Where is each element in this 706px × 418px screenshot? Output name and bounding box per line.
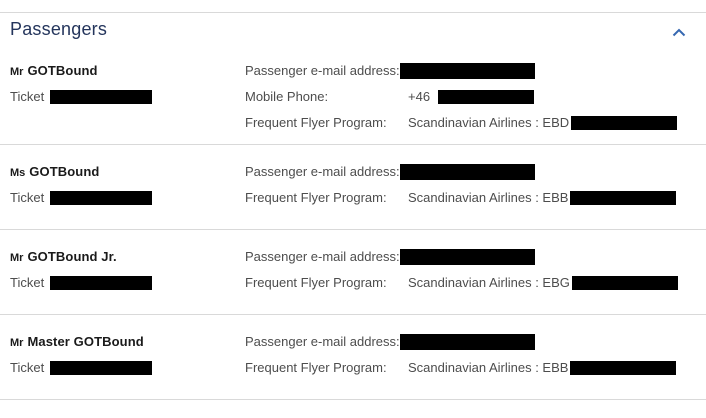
frequent-flyer-value-row: Scandinavian Airlines : EBB <box>400 355 706 381</box>
email-value-row <box>400 244 706 270</box>
frequent-flyer-value: Scandinavian Airlines : EBB <box>408 190 569 205</box>
frequent-flyer-redaction <box>571 275 678 290</box>
ticket-label: Ticket <box>10 360 45 375</box>
passenger-left-column: Mr GOTBound Jr. Ticket <box>10 244 245 296</box>
ticket-label: Ticket <box>10 190 45 205</box>
passenger-title: Mr <box>10 337 24 349</box>
email-value-row <box>400 329 706 355</box>
passenger-labels-column: Passenger e-mail address: Frequent Flyer… <box>245 159 400 211</box>
frequent-flyer-label: Frequent Flyer Program: <box>245 190 387 205</box>
mobile-phone-value-row: +46 <box>400 84 706 110</box>
frequent-flyer-value-row: Scandinavian Airlines : EBD <box>400 110 706 136</box>
passenger-labels-column: Passenger e-mail address: Mobile Phone: … <box>245 58 400 136</box>
frequent-flyer-label: Frequent Flyer Program: <box>245 115 387 130</box>
ticket-label: Ticket <box>10 275 45 290</box>
ticket-label: Ticket <box>10 89 45 104</box>
passenger-name-text: GOTBound <box>29 164 100 179</box>
email-label: Passenger e-mail address: <box>245 249 400 264</box>
passenger-block: Mr GOTBound Ticket Passenger e-mail addre… <box>0 45 706 145</box>
ticket-number-redaction <box>50 190 153 205</box>
passenger-name-text: Master GOTBound <box>27 334 144 349</box>
passenger-name: Mr Master GOTBound <box>10 329 245 355</box>
passengers-section: Passengers Mr GOTBound Ticket Passenger e… <box>0 12 706 400</box>
passenger-left-column: Mr GOTBound Ticket <box>10 58 245 136</box>
email-redaction <box>400 62 535 79</box>
passenger-left-column: Ms GOTBound Ticket <box>10 159 245 211</box>
phone-number-redaction <box>438 89 535 104</box>
passenger-values-column: Scandinavian Airlines : EBG <box>400 244 706 296</box>
frequent-flyer-redaction <box>570 360 677 375</box>
email-label: Passenger e-mail address: <box>245 63 400 78</box>
ticket-row: Ticket <box>10 270 245 296</box>
passenger-values-column: +46 Scandinavian Airlines : EBD <box>400 58 706 136</box>
frequent-flyer-label: Frequent Flyer Program: <box>245 275 387 290</box>
mobile-phone-label: Mobile Phone: <box>245 89 329 104</box>
ticket-number-redaction <box>50 360 153 375</box>
passengers-section-header[interactable]: Passengers <box>0 13 706 45</box>
passenger-block: Mr GOTBound Jr. Ticket Passenger e-mail a… <box>0 230 706 315</box>
email-value-row <box>400 159 706 185</box>
page-title: Passengers <box>10 18 108 39</box>
frequent-flyer-value-row: Scandinavian Airlines : EBB <box>400 185 706 211</box>
email-redaction <box>400 163 535 180</box>
ticket-row: Ticket <box>10 185 245 211</box>
email-redaction <box>400 248 535 265</box>
passenger-name-text: GOTBound Jr. <box>27 249 117 264</box>
ticket-number-redaction <box>50 89 153 104</box>
passenger-values-column: Scandinavian Airlines : EBB <box>400 159 706 211</box>
frequent-flyer-value: Scandinavian Airlines : EBB <box>408 360 569 375</box>
email-value-row <box>400 58 706 84</box>
passenger-title: Ms <box>10 167 26 179</box>
frequent-flyer-value-row: Scandinavian Airlines : EBG <box>400 270 706 296</box>
ticket-row: Ticket <box>10 84 245 110</box>
passenger-name: Mr GOTBound Jr. <box>10 244 245 270</box>
frequent-flyer-value: Scandinavian Airlines : EBG <box>408 275 570 290</box>
passenger-values-column: Scandinavian Airlines : EBB <box>400 329 706 381</box>
passenger-name: Ms GOTBound <box>10 159 245 185</box>
email-label: Passenger e-mail address: <box>245 334 400 349</box>
phone-country-code: +46 <box>408 89 431 104</box>
ticket-row: Ticket <box>10 355 245 381</box>
passenger-left-column: Mr Master GOTBound Ticket <box>10 329 245 381</box>
ticket-number-redaction <box>50 275 153 290</box>
passenger-name: Mr GOTBound <box>10 58 245 84</box>
frequent-flyer-label: Frequent Flyer Program: <box>245 360 387 375</box>
email-label: Passenger e-mail address: <box>245 164 400 179</box>
frequent-flyer-redaction <box>571 115 678 130</box>
passenger-title: Mr <box>10 66 24 78</box>
frequent-flyer-redaction <box>570 190 677 205</box>
passenger-title: Mr <box>10 252 24 264</box>
frequent-flyer-value: Scandinavian Airlines : EBD <box>408 115 570 130</box>
chevron-up-icon[interactable] <box>672 28 686 37</box>
passenger-block: Ms GOTBound Ticket Passenger e-mail addre… <box>0 145 706 230</box>
passenger-labels-column: Passenger e-mail address: Frequent Flyer… <box>245 244 400 296</box>
passenger-block: Mr Master GOTBound Ticket Passenger e-mai… <box>0 315 706 400</box>
passenger-name-text: GOTBound <box>27 63 98 78</box>
passenger-labels-column: Passenger e-mail address: Frequent Flyer… <box>245 329 400 381</box>
email-redaction <box>400 333 535 350</box>
